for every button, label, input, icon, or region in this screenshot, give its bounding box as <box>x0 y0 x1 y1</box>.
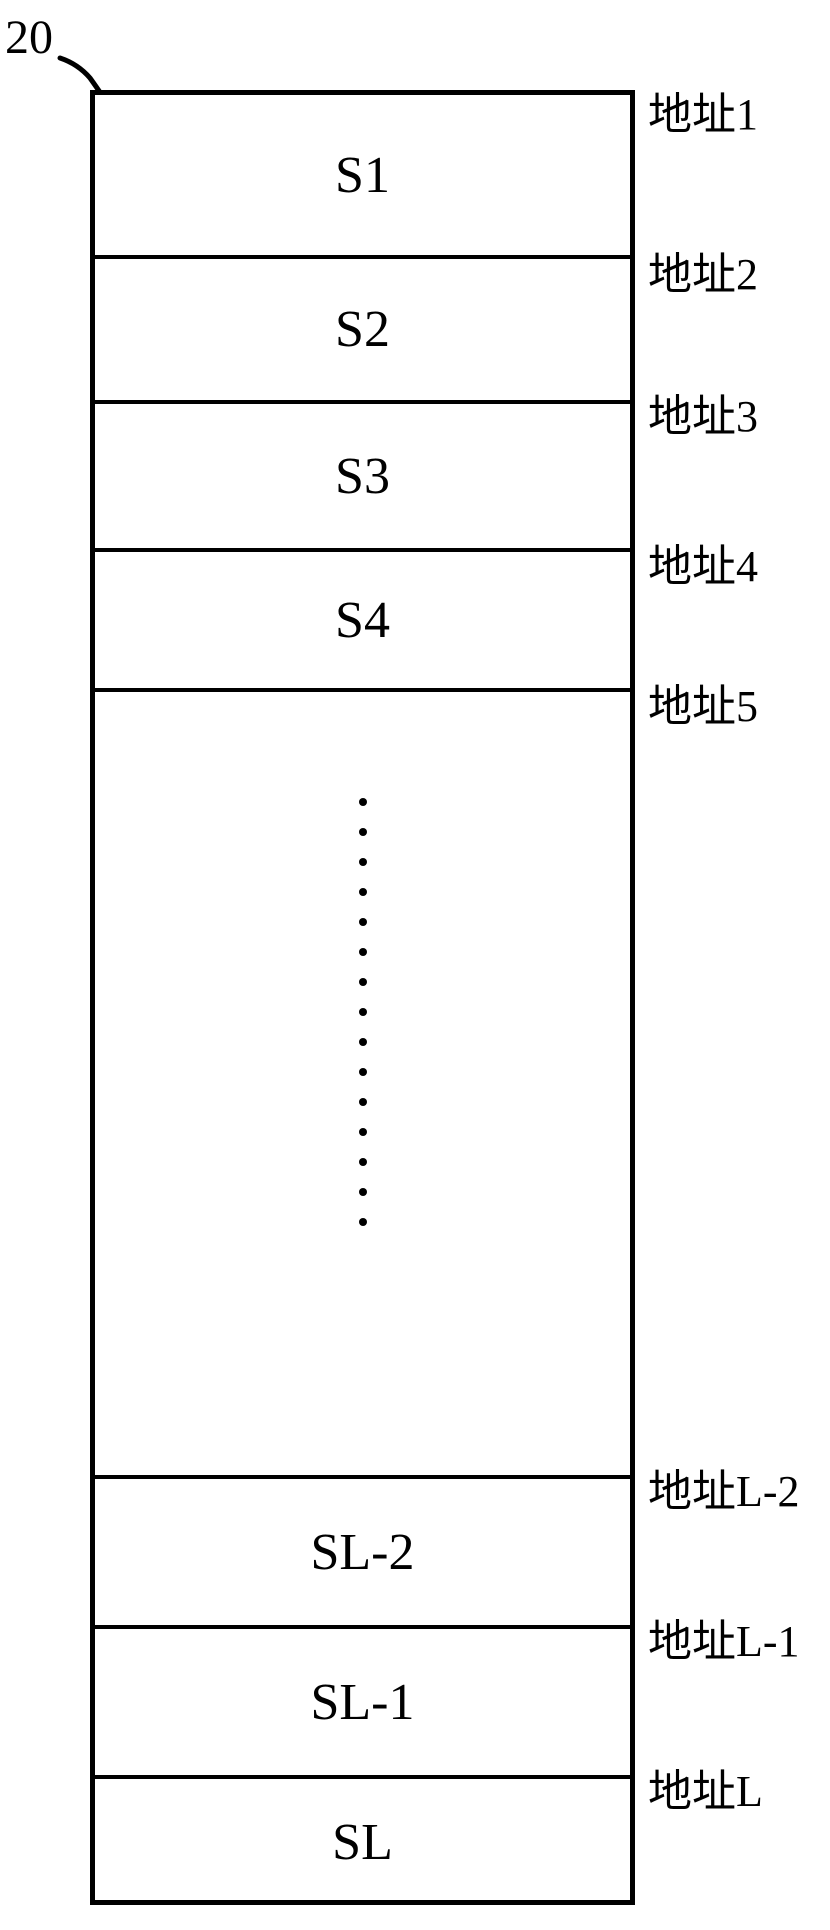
section-label: S4 <box>335 591 390 650</box>
ellipsis-dot-icon <box>359 1128 367 1136</box>
memory-table: S1 S2 S3 S4 <box>90 90 635 1905</box>
ellipsis-dot-icon <box>359 798 367 806</box>
address-label-5: 地址5 <box>648 670 758 734</box>
address-label-l-minus-2: 地址L-2 <box>648 1455 800 1519</box>
address-label-1: 地址1 <box>648 78 758 142</box>
section-label: SL-2 <box>311 1523 415 1582</box>
diagram-canvas: 20 S1 S2 S3 S4 <box>0 0 830 1930</box>
ellipsis-dot-icon <box>359 1158 367 1166</box>
ellipsis-dot-icon <box>359 888 367 896</box>
ellipsis-dot-icon <box>359 858 367 866</box>
ellipsis-dot-icon <box>359 918 367 926</box>
ellipsis-dot-icon <box>359 1188 367 1196</box>
section-s3: S3 <box>95 400 630 548</box>
section-label: S3 <box>335 447 390 506</box>
address-label-4: 地址4 <box>648 530 758 594</box>
section-label: SL <box>332 1813 393 1872</box>
ellipsis-dot-icon <box>359 978 367 986</box>
section-s1: S1 <box>95 95 630 255</box>
address-label-l: 地址L <box>648 1755 763 1819</box>
ellipsis-dot-icon <box>359 1068 367 1076</box>
section-label: S2 <box>335 300 390 359</box>
section-label: SL-1 <box>311 1673 415 1732</box>
section-s2: S2 <box>95 255 630 400</box>
ellipsis-dot-icon <box>359 1218 367 1226</box>
address-label-3: 地址3 <box>648 380 758 444</box>
ellipsis-dot-icon <box>359 1008 367 1016</box>
section-sl: SL <box>95 1775 630 1905</box>
section-label: S1 <box>335 146 390 205</box>
ellipsis-dot-icon <box>359 1038 367 1046</box>
section-sl-minus-2: SL-2 <box>95 1475 630 1625</box>
section-ellipsis <box>95 688 630 1475</box>
ellipsis-dot-icon <box>359 1098 367 1106</box>
section-s4: S4 <box>95 548 630 688</box>
section-sl-minus-1: SL-1 <box>95 1625 630 1775</box>
address-label-l-minus-1: 地址L-1 <box>648 1605 800 1669</box>
ellipsis-dot-icon <box>359 948 367 956</box>
address-label-2: 地址2 <box>648 238 758 302</box>
reference-label: 20 <box>5 10 53 65</box>
ellipsis-dot-icon <box>359 828 367 836</box>
